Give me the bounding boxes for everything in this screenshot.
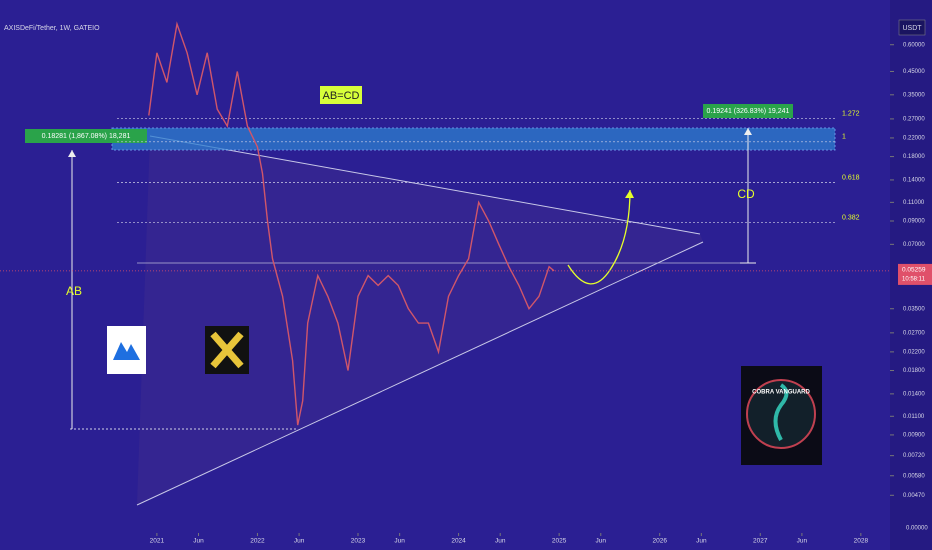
- x-tick-label: Jun: [696, 538, 707, 545]
- upper-trendline: [149, 135, 701, 235]
- currency-box[interactable]: [898, 19, 926, 36]
- logo-cobra-snake: [773, 383, 789, 441]
- cd-measure-box: [703, 104, 793, 118]
- y-tick-label: 0.11000: [903, 200, 925, 206]
- y-tick-label: 0.14000: [903, 178, 925, 184]
- y-tick-label: 0.35000: [903, 92, 925, 98]
- axis-floor-label: 0.00000: [906, 526, 928, 532]
- x-tick-label: Jun: [394, 538, 405, 545]
- y-tick-label: 0.22000: [903, 136, 925, 142]
- currency: USDT: [902, 25, 922, 32]
- triangle-fill: [137, 136, 703, 505]
- x-tick-label: Jun: [294, 538, 305, 545]
- logo-x-mark: [210, 331, 244, 369]
- y-tick-label: 0.60000: [903, 42, 925, 48]
- last-price-box: [898, 263, 932, 285]
- last-price: 0.05259: [902, 267, 926, 274]
- projection-arrow: [567, 189, 631, 285]
- countdown: 10:58:11: [902, 276, 926, 282]
- logo-mexc-mark: [113, 342, 140, 360]
- y-tick-label: 0.27000: [903, 116, 925, 122]
- x-tick-label: Jun: [797, 538, 808, 545]
- fib-label: 1: [842, 134, 846, 141]
- logo-cobra-text: COBRA VANGUARD: [752, 390, 810, 396]
- y-tick-label: 0.18000: [903, 154, 925, 160]
- fib-label: 0.382: [842, 214, 860, 221]
- y-tick-label: 0.00580: [903, 473, 925, 479]
- y-tick-label: 0.01800: [903, 368, 925, 374]
- y-tick-label: 0.02700: [903, 330, 925, 336]
- fib-label: 1.272: [842, 110, 860, 117]
- price-line: [148, 21, 555, 426]
- x-tick-label: 2025: [552, 538, 567, 545]
- y-tick-label: 0.00470: [903, 493, 925, 499]
- x-tick-label: Jun: [193, 538, 204, 545]
- logo-mexc: [107, 326, 146, 374]
- x-tick-label: 2022: [250, 538, 265, 545]
- cd-arrowhead: [744, 128, 752, 135]
- ab-arrowhead: [68, 150, 76, 157]
- x-tick-label: 2024: [451, 538, 466, 545]
- x-tick-label: 2028: [854, 538, 869, 545]
- ab-measure-box: [25, 129, 147, 143]
- pattern-label: AB=CD: [323, 90, 360, 102]
- lower-trendline: [136, 241, 704, 506]
- y-tick-label: 0.00720: [903, 453, 925, 459]
- pattern-box: [320, 86, 362, 104]
- y-tick-label: 0.02200: [903, 349, 925, 355]
- x-tick-label: Jun: [596, 538, 607, 545]
- y-tick-label: 0.07000: [903, 242, 925, 248]
- y-tick-label: 0.09000: [903, 219, 925, 225]
- y-tick-label: 0.00900: [903, 433, 925, 439]
- fib-label: 0.618: [842, 174, 860, 181]
- x-tick-label: Jun: [495, 538, 506, 545]
- x-tick-label: 2027: [753, 538, 768, 545]
- y-tick-label: 0.01400: [903, 391, 925, 397]
- y-tick-label: 0.01100: [903, 414, 925, 420]
- x-tick-label: 2026: [652, 538, 667, 545]
- x-tick-label: 2023: [351, 538, 366, 545]
- chart-title: AXISDeFi/Tether, 1W, GATEIO: [4, 25, 100, 32]
- x-tick-label: 2021: [150, 538, 165, 545]
- cd-label: CD: [737, 187, 755, 201]
- projection-arrowhead: [625, 190, 634, 198]
- y-tick-label: 0.03500: [903, 306, 925, 312]
- cd-measure: 0.19241 (326.83%) 19,241: [707, 108, 790, 115]
- y-tick-label: 0.45000: [903, 69, 925, 75]
- ab-measure: 0.18281 (1,867.08%) 18,281: [42, 133, 131, 140]
- resistance-zone: [111, 127, 836, 151]
- ab-label: AB: [66, 284, 82, 298]
- logo-cobra-ring: [746, 379, 816, 449]
